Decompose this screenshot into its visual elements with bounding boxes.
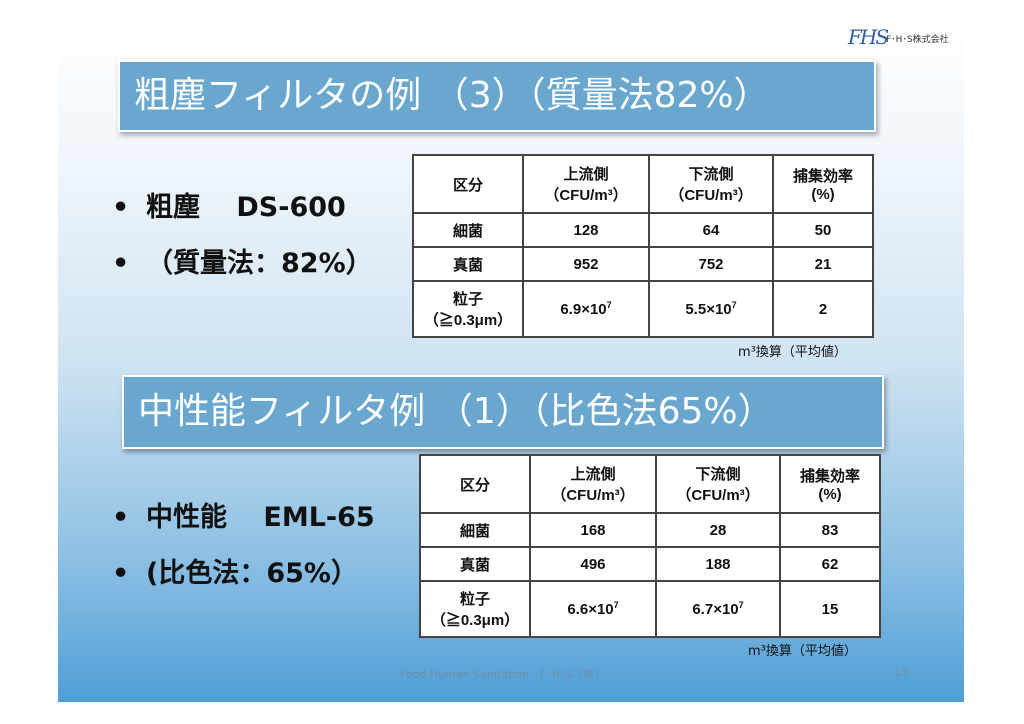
table-row: 真菌 496 188 62 <box>419 546 881 582</box>
header-downstream: 下流側 （CFU/m³） <box>648 154 774 214</box>
row-upstream: 168 <box>529 512 657 548</box>
row-label-sub: （≧0.3μm） <box>430 612 520 629</box>
row-downstream-exponent: 7 <box>731 300 737 310</box>
header-efficiency-label: 捕集効率 <box>792 168 853 185</box>
row-upstream-value: 6.6×10 <box>567 601 614 618</box>
section2-table: 区分 上流側 （CFU/m³） 下流側 （CFU/m³） 捕集効率 (%) 細菌… <box>419 454 881 638</box>
row-upstream: 496 <box>529 546 657 582</box>
table-header-row: 区分 上流側 （CFU/m³） 下流側 （CFU/m³） 捕集効率 (%) <box>419 454 881 514</box>
section1-bullets: 粗塵 DS-600 （質量法：82%） <box>112 180 373 292</box>
section2-bullets: 中性能 EML-65 (比色法：65%） <box>112 490 375 602</box>
bullet-item: 中性能 EML-65 <box>112 490 375 546</box>
row-label: 細菌 <box>412 212 524 248</box>
header-upstream-label: 上流側 <box>570 466 616 483</box>
section1-title: 粗塵フィルタの例 （3）（質量法82%） <box>118 60 876 132</box>
page-number: 13 <box>894 666 908 679</box>
row-label: 真菌 <box>419 546 531 582</box>
header-efficiency: 捕集効率 (%) <box>779 454 881 514</box>
section1-note: m³換算（平均値） <box>738 345 847 360</box>
header-upstream-unit: （CFU/m³） <box>544 187 628 204</box>
table-header-row: 区分 上流側 （CFU/m³） 下流側 （CFU/m³） 捕集効率 (%) <box>412 154 874 214</box>
row-upstream: 952 <box>522 246 650 282</box>
footer-text: Food Human Sanitation F･H･S（株） <box>400 668 606 681</box>
header-efficiency-unit: (%) <box>811 186 835 203</box>
section2-title: 中性能フィルタ例 （1）（比色法65%） <box>122 375 884 449</box>
section2-note: m³換算（平均値） <box>748 644 857 659</box>
table-row: 真菌 952 752 21 <box>412 246 874 282</box>
row-downstream-value: 6.7×10 <box>692 601 739 618</box>
row-upstream: 6.6×107 <box>529 580 657 638</box>
row-efficiency: 50 <box>772 212 874 248</box>
row-upstream-exponent: 7 <box>606 300 612 310</box>
row-downstream: 752 <box>648 246 774 282</box>
row-upstream: 128 <box>522 212 650 248</box>
row-upstream: 6.9×107 <box>522 280 650 338</box>
header-downstream-unit: （CFU/m³） <box>676 487 760 504</box>
row-upstream-exponent: 7 <box>613 600 619 610</box>
row-downstream: 188 <box>655 546 781 582</box>
table-row: 粒子 （≧0.3μm） 6.9×107 5.5×107 2 <box>412 280 874 338</box>
header-category: 区分 <box>412 154 524 214</box>
header-efficiency-label: 捕集効率 <box>799 468 860 485</box>
row-label: 細菌 <box>419 512 531 548</box>
row-downstream-exponent: 7 <box>738 600 744 610</box>
section1-table: 区分 上流側 （CFU/m³） 下流側 （CFU/m³） 捕集効率 (%) 細菌… <box>412 154 874 338</box>
table-row: 細菌 128 64 50 <box>412 212 874 248</box>
company-logo: FHS F･H･S株式会社 <box>844 25 964 51</box>
row-efficiency: 21 <box>772 246 874 282</box>
header-category: 区分 <box>419 454 531 514</box>
header-downstream: 下流側 （CFU/m³） <box>655 454 781 514</box>
row-efficiency: 62 <box>779 546 881 582</box>
logo-text: F･H･S株式会社 <box>886 35 949 45</box>
row-label-main: 粒子 <box>452 291 483 308</box>
header-upstream-label: 上流側 <box>563 166 609 183</box>
bullet-item: (比色法：65%） <box>112 546 375 602</box>
header-efficiency: 捕集効率 (%) <box>772 154 874 214</box>
header-upstream-unit: （CFU/m³） <box>551 487 635 504</box>
row-label: 粒子 （≧0.3μm） <box>419 580 531 638</box>
bullet-item: 粗塵 DS-600 <box>112 180 373 236</box>
row-upstream-value: 6.9×10 <box>560 301 607 318</box>
row-downstream: 6.7×107 <box>655 580 781 638</box>
header-upstream: 上流側 （CFU/m³） <box>529 454 657 514</box>
header-downstream-label: 下流側 <box>688 166 734 183</box>
row-downstream: 5.5×107 <box>648 280 774 338</box>
table-row: 粒子 （≧0.3μm） 6.6×107 6.7×107 15 <box>419 580 881 638</box>
header-downstream-label: 下流側 <box>695 466 741 483</box>
row-label-main: 粒子 <box>459 591 490 608</box>
row-efficiency: 15 <box>779 580 881 638</box>
row-efficiency: 83 <box>779 512 881 548</box>
row-downstream-value: 5.5×10 <box>685 301 732 318</box>
row-efficiency: 2 <box>772 280 874 338</box>
header-upstream: 上流側 （CFU/m³） <box>522 154 650 214</box>
bullet-item: （質量法：82%） <box>112 236 373 292</box>
row-label: 粒子 （≧0.3μm） <box>412 280 524 338</box>
row-label-sub: （≧0.3μm） <box>423 312 513 329</box>
table-row: 細菌 168 28 83 <box>419 512 881 548</box>
row-label: 真菌 <box>412 246 524 282</box>
row-downstream: 28 <box>655 512 781 548</box>
header-efficiency-unit: (%) <box>818 486 842 503</box>
logo-mark: FHS <box>848 25 889 49</box>
row-downstream: 64 <box>648 212 774 248</box>
header-downstream-unit: （CFU/m³） <box>669 187 753 204</box>
